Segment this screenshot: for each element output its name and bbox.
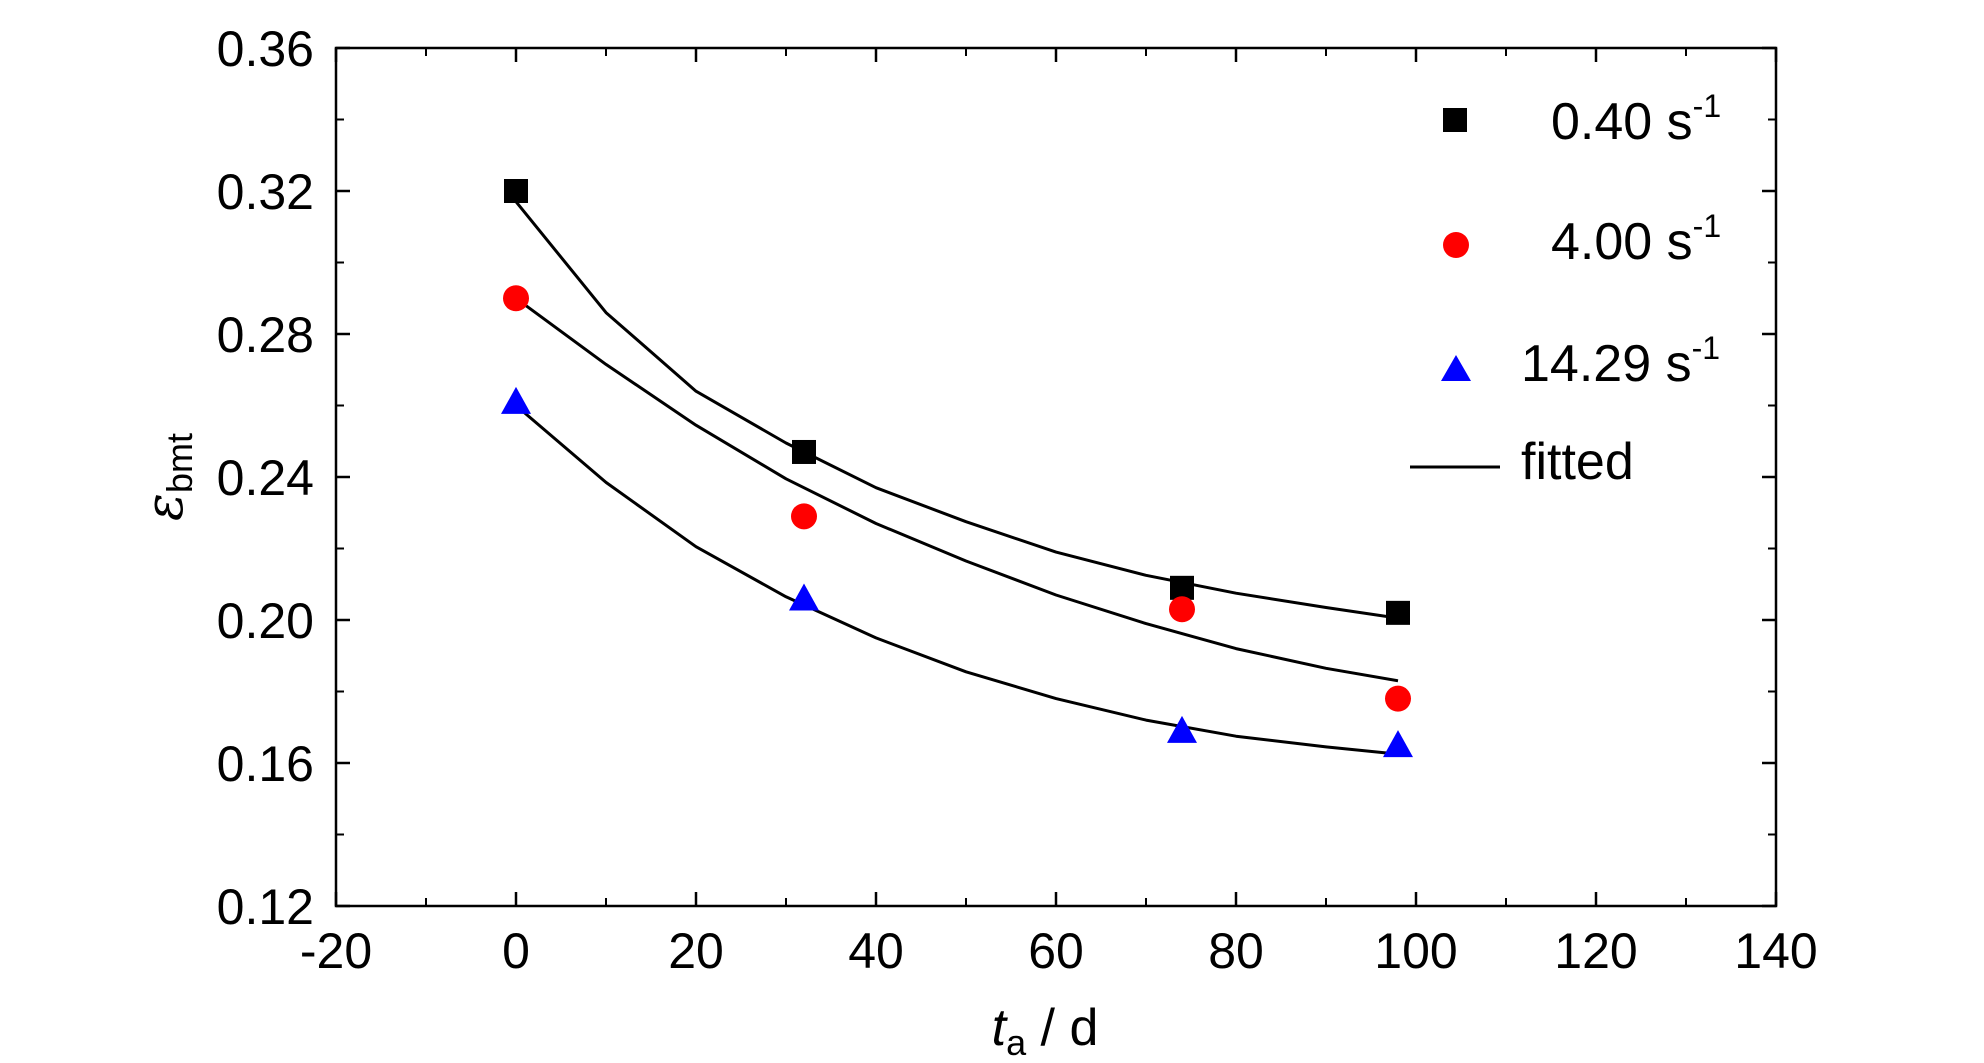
x-tick-label: 20	[668, 923, 724, 979]
data-point-triangle	[789, 583, 819, 611]
x-tick-label: 60	[1028, 923, 1084, 979]
legend-marker-square	[1443, 108, 1467, 132]
fitted-curve-0	[514, 200, 1399, 620]
data-point-square	[504, 179, 528, 203]
data-point-square	[1386, 600, 1410, 625]
fitted-curve-2	[515, 404, 1399, 756]
x-tick-label: 40	[848, 923, 904, 979]
legend-label-fitted: fitted	[1521, 433, 1634, 491]
y-tick-label: 0.12	[217, 879, 314, 935]
legend-label-2: 14.29 s-1	[1521, 330, 1720, 393]
y-axis-title: εbmt	[135, 433, 200, 521]
x-tick-label: 80	[1208, 923, 1264, 979]
x-tick-label: 0	[502, 923, 530, 979]
y-tick-label: 0.20	[217, 593, 314, 649]
axis-ticks: -20 0 20 40 60 80 100 120 140 0.12 0.16 0.20 0.24 0.2…	[217, 21, 1818, 979]
data-point-triangle	[1167, 715, 1197, 743]
fitted-curve-1	[515, 297, 1399, 683]
data-markers	[501, 179, 1413, 758]
y-tick-label: 0.36	[217, 21, 314, 77]
x-tick-label: 120	[1554, 923, 1637, 979]
data-point-triangle	[501, 386, 531, 414]
fitted-curves	[514, 200, 1399, 756]
y-tick-label: 0.28	[217, 307, 314, 363]
y-tick-label: 0.16	[217, 736, 314, 792]
data-point-circle	[1385, 685, 1411, 712]
x-tick-label: 100	[1374, 923, 1457, 979]
legend-label-1: 4.00 s-1	[1551, 208, 1721, 271]
data-point-square	[1170, 575, 1194, 600]
data-point-circle	[1169, 596, 1195, 623]
legend-marker-triangle	[1441, 355, 1471, 381]
legend: 0.40 s-1 4.00 s-1 14.29 s-1 fitted	[1410, 88, 1721, 491]
data-point-circle	[503, 285, 529, 312]
data-point-square	[792, 439, 816, 464]
x-tick-label: 140	[1734, 923, 1817, 979]
data-point-circle	[791, 503, 817, 530]
data-point-triangle	[1383, 730, 1413, 758]
y-tick-label: 0.24	[217, 450, 314, 506]
legend-label-0: 0.40 s-1	[1551, 88, 1721, 151]
legend-marker-circle	[1443, 232, 1469, 258]
x-tick-label: -20	[300, 923, 372, 979]
x-axis-title: ta / d	[992, 999, 1099, 1063]
y-tick-label: 0.32	[217, 164, 314, 220]
